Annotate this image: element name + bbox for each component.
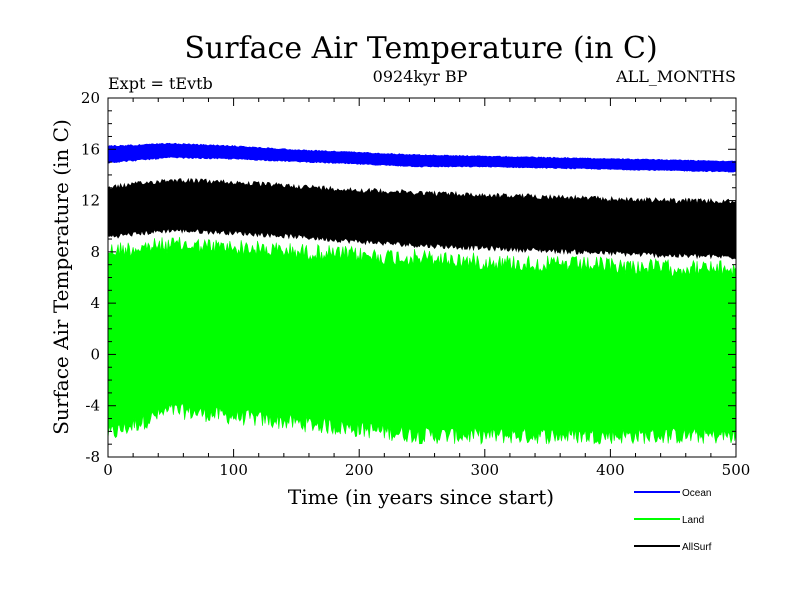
x-tick-label: 0 [103, 461, 113, 479]
x-tick-label: 200 [345, 461, 374, 479]
y-tick-label: 20 [81, 89, 100, 107]
series-ocean-band [107, 142, 737, 173]
chart-title: Surface Air Temperature (in C) [184, 31, 657, 66]
subtitle-period: 0924kyr BP [373, 67, 468, 86]
legend: Ocean Land AllSurf [634, 488, 712, 553]
y-tick-label: 12 [81, 192, 100, 210]
legend-label-allsurf: AllSurf [682, 542, 712, 553]
x-tick-label: 400 [596, 461, 625, 479]
legend-label-ocean: Ocean [682, 488, 711, 499]
series-land-band [107, 236, 737, 445]
series-layer [107, 142, 737, 445]
axes-layer: 0 100 200 300 400 500 20 16 12 8 4 0 -4 -8 [81, 89, 750, 479]
y-tick-label: -8 [85, 448, 100, 466]
x-axis-label: Time (in years since start) [288, 485, 554, 509]
y-tick-label: 4 [90, 294, 100, 312]
series-allsurf-band [107, 177, 737, 260]
y-tick-label: 16 [81, 140, 100, 158]
x-tick-label: 500 [722, 461, 751, 479]
x-tick-label: 300 [470, 461, 499, 479]
y-tick-label: 0 [90, 345, 100, 363]
legend-label-land: Land [682, 515, 704, 526]
y-axis-label: Surface Air Temperature (in C) [49, 119, 73, 435]
x-tick-label: 100 [219, 461, 248, 479]
y-tick-label: 8 [90, 243, 100, 261]
y-tick-label: -4 [85, 397, 100, 415]
subtitle-experiment: Expt = tEvtb [108, 74, 213, 93]
subtitle-months: ALL_MONTHS [615, 67, 736, 86]
